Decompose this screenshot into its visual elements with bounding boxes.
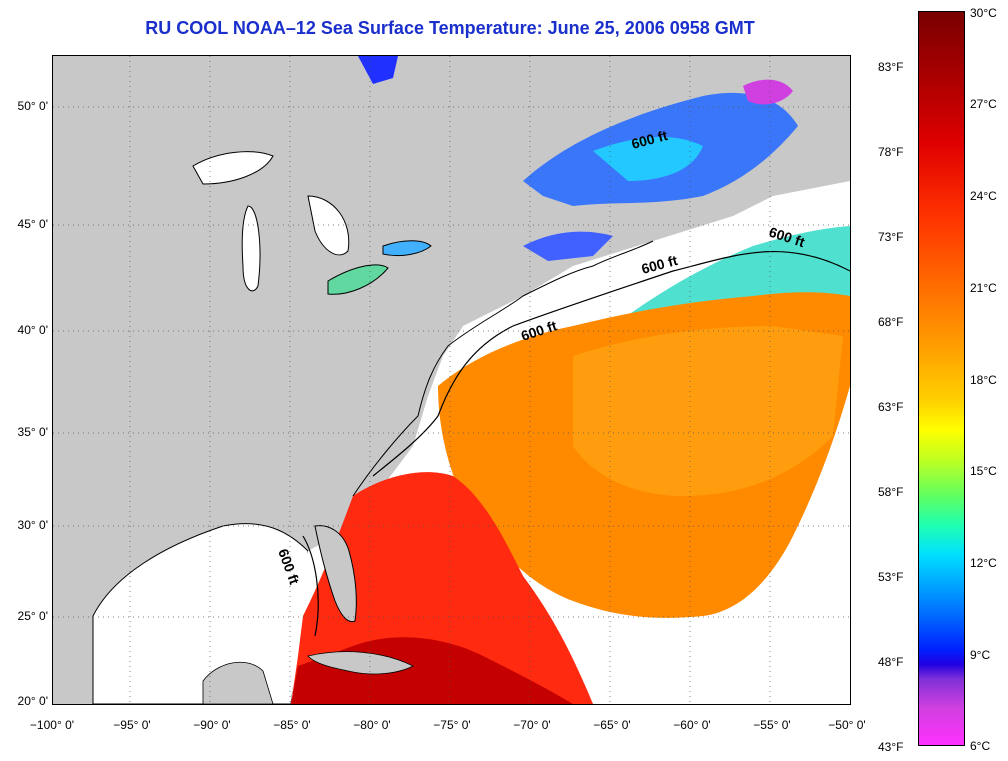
lake-ontario bbox=[382, 240, 432, 257]
east-coast-line bbox=[352, 240, 654, 497]
cuba-land bbox=[307, 651, 414, 675]
lon-label-55: −55° 0' bbox=[753, 718, 791, 732]
florida-land bbox=[314, 525, 357, 623]
colorbar-f-73: 73°F bbox=[878, 230, 904, 244]
lon-label-65: −65° 0' bbox=[593, 718, 631, 732]
lat-label-25: 25° 0' bbox=[17, 609, 48, 623]
lat-label-35: 35° 0' bbox=[17, 425, 48, 439]
lake-superior bbox=[192, 151, 274, 185]
colorbar-f-63: 63°F bbox=[878, 400, 904, 414]
lat-label-50: 50° 0' bbox=[17, 99, 48, 113]
colorbar-f-68: 68°F bbox=[878, 315, 904, 329]
yucatan-land bbox=[202, 662, 274, 704]
colorbar-f-78: 78°F bbox=[878, 145, 904, 159]
map-title: RU COOL NOAA–12 Sea Surface Temperature:… bbox=[145, 18, 755, 38]
colorbar-f-58: 58°F bbox=[878, 485, 904, 499]
temperature-colorbar bbox=[918, 11, 965, 746]
hudson-bay-blue bbox=[358, 56, 398, 84]
lon-label-85: −85° 0' bbox=[273, 718, 311, 732]
gulf-of-maine-blue bbox=[523, 231, 613, 261]
labrador-magenta bbox=[743, 79, 793, 105]
graticule bbox=[53, 56, 850, 704]
lake-erie bbox=[327, 264, 389, 295]
lake-michigan bbox=[241, 205, 261, 292]
sst-map: 600 ft 600 ft 600 ft 600 ft 600 ft bbox=[52, 55, 851, 705]
colorbar-f-83: 83°F bbox=[878, 60, 904, 74]
sargasso-orange-light bbox=[573, 326, 843, 496]
colorbar-c-18: 18°C bbox=[970, 373, 997, 387]
lat-label-30: 30° 0' bbox=[17, 518, 48, 532]
colorbar-c-12: 12°C bbox=[970, 556, 997, 570]
lon-label-75: −75° 0' bbox=[433, 718, 471, 732]
colorbar-c-21: 21°C bbox=[970, 281, 997, 295]
colorbar-c-24: 24°C bbox=[970, 189, 997, 203]
sst-map-graphic: 600 ft 600 ft 600 ft 600 ft 600 ft bbox=[53, 56, 850, 704]
colorbar-c-30: 30°C bbox=[970, 6, 997, 20]
colorbar-c-15: 15°C bbox=[970, 464, 997, 478]
colorbar-f-43: 43°F bbox=[878, 740, 904, 754]
lon-label-80: −80° 0' bbox=[353, 718, 391, 732]
lat-label-45: 45° 0' bbox=[17, 217, 48, 231]
colorbar-c-6: 6°C bbox=[970, 739, 991, 753]
isobath-600ft bbox=[302, 250, 850, 637]
colorbar-c-9: 9°C bbox=[970, 648, 991, 662]
lon-label-95: −95° 0' bbox=[113, 718, 151, 732]
lon-label-60: −60° 0' bbox=[673, 718, 711, 732]
lat-label-40: 40° 0' bbox=[17, 323, 48, 337]
lat-label-20: 20° 0' bbox=[17, 694, 48, 708]
lon-label-90: −90° 0' bbox=[193, 718, 231, 732]
st-lawrence-cyan bbox=[593, 136, 703, 181]
lon-label-100: −100° 0' bbox=[29, 718, 75, 732]
lake-huron bbox=[307, 195, 350, 256]
lon-label-70: −70° 0' bbox=[513, 718, 551, 732]
lon-label-50: −50° 0' bbox=[828, 718, 866, 732]
colorbar-f-53: 53°F bbox=[878, 570, 904, 584]
colorbar-f-48: 48°F bbox=[878, 655, 904, 669]
colorbar-c-27: 27°C bbox=[970, 97, 997, 111]
